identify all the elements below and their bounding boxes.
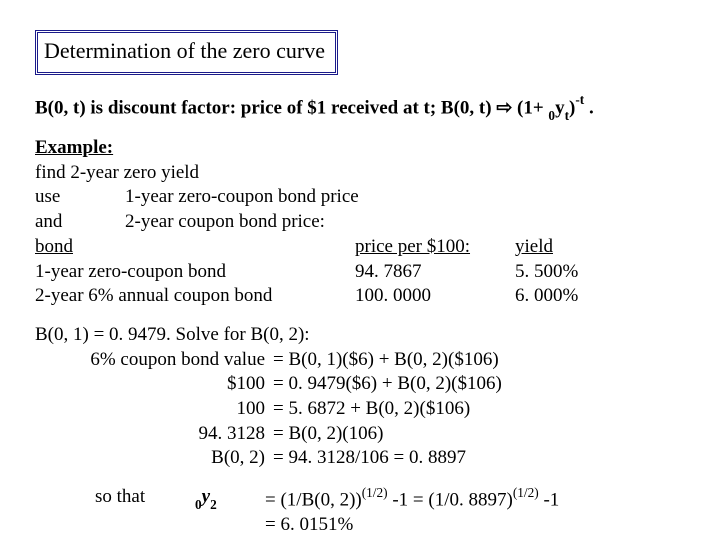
table-row: 1-year zero-coupon bond 94. 7867 5. 500% [35, 260, 685, 285]
table-row: 2-year 6% annual coupon bond 100. 0000 6… [35, 284, 685, 309]
example-heading: Example: [35, 137, 113, 158]
title-box: Determination of the zero curve [35, 30, 338, 75]
zero-yield-symbol: 0y2 [195, 485, 265, 538]
solve-block: B(0, 1) = 0. 9479. Solve for B(0, 2): 6%… [35, 323, 685, 471]
page-title: Determination of the zero curve [44, 38, 325, 63]
so-that-row: so that 0y2 = (1/B(0, 2))(1/2) -1 = (1/0… [35, 485, 685, 538]
discount-line: B(0, t) is discount factor: price of $1 … [35, 93, 685, 122]
example-block: Example: find 2-year zero yield use1-yea… [35, 136, 685, 309]
table-header: bond price per $100: yield [35, 235, 685, 260]
